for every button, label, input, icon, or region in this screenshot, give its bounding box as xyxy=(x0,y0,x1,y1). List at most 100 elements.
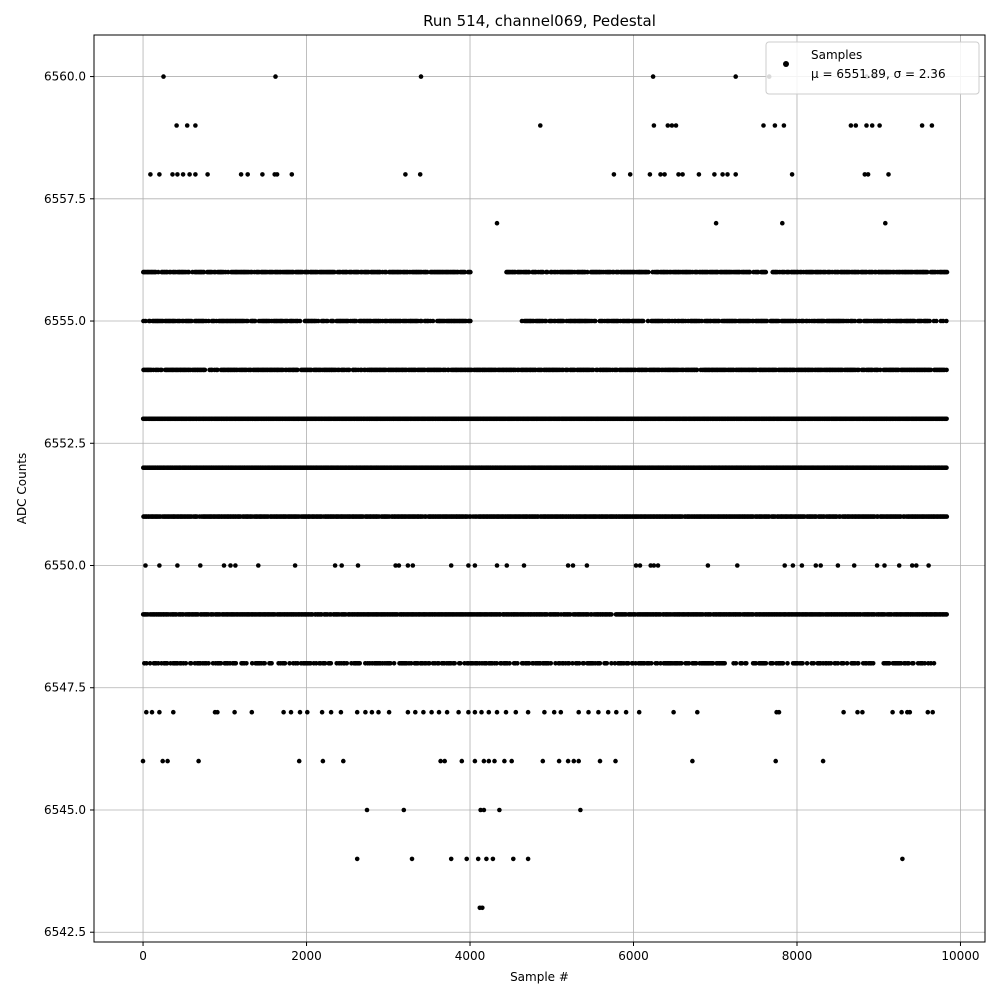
data-point xyxy=(944,417,949,422)
data-point xyxy=(542,710,547,715)
data-point xyxy=(854,123,859,128)
data-point xyxy=(818,563,823,568)
data-point xyxy=(720,172,725,177)
data-point xyxy=(256,563,261,568)
data-point xyxy=(841,710,846,715)
data-point xyxy=(875,563,880,568)
data-point xyxy=(652,563,657,568)
data-point xyxy=(926,563,931,568)
data-point xyxy=(596,710,601,715)
data-point xyxy=(333,563,338,568)
data-point xyxy=(181,172,186,177)
data-point xyxy=(466,563,471,568)
data-point xyxy=(456,710,461,715)
data-point xyxy=(232,710,237,715)
data-point xyxy=(606,710,611,715)
data-point xyxy=(504,710,509,715)
data-point xyxy=(421,710,426,715)
data-point xyxy=(860,710,865,715)
data-point xyxy=(418,172,423,177)
data-point xyxy=(782,123,787,128)
data-point xyxy=(641,319,646,324)
data-point xyxy=(926,710,931,715)
data-point xyxy=(234,661,239,666)
data-point xyxy=(883,221,888,226)
data-point xyxy=(143,563,148,568)
data-point xyxy=(559,710,564,715)
data-point xyxy=(662,172,667,177)
data-point xyxy=(144,710,149,715)
data-point xyxy=(411,563,416,568)
data-point xyxy=(193,172,198,177)
data-point xyxy=(193,123,198,128)
data-point xyxy=(538,123,543,128)
data-point xyxy=(585,563,590,568)
data-point xyxy=(339,710,344,715)
data-point xyxy=(864,123,869,128)
data-point xyxy=(215,710,220,715)
data-point xyxy=(856,661,861,666)
data-point xyxy=(800,661,805,666)
data-point xyxy=(437,710,442,715)
data-point xyxy=(293,563,298,568)
data-point xyxy=(927,319,932,324)
data-point xyxy=(638,563,643,568)
data-point xyxy=(676,172,681,177)
data-point xyxy=(637,710,642,715)
data-point xyxy=(805,661,810,666)
data-point xyxy=(157,563,162,568)
data-point xyxy=(413,710,418,715)
data-point xyxy=(403,172,408,177)
data-point xyxy=(298,319,303,324)
data-point xyxy=(419,74,424,79)
data-point xyxy=(473,563,478,568)
data-point xyxy=(305,710,310,715)
data-point xyxy=(376,710,381,715)
data-point xyxy=(886,172,891,177)
data-point xyxy=(910,563,915,568)
data-point xyxy=(184,661,189,666)
data-point xyxy=(185,123,190,128)
data-point xyxy=(576,710,581,715)
data-point xyxy=(656,563,661,568)
data-point xyxy=(141,759,146,764)
data-point xyxy=(339,563,344,568)
data-point xyxy=(148,172,153,177)
data-point xyxy=(222,563,227,568)
data-point xyxy=(174,123,179,128)
data-point xyxy=(781,661,786,666)
data-point xyxy=(712,172,717,177)
data-point xyxy=(593,319,598,324)
data-point xyxy=(670,123,675,128)
data-point xyxy=(157,172,162,177)
data-point xyxy=(466,710,471,715)
data-point xyxy=(357,661,362,666)
data-point xyxy=(431,319,436,324)
data-point xyxy=(298,710,303,715)
data-point xyxy=(505,563,510,568)
data-point xyxy=(289,710,294,715)
data-point xyxy=(397,563,402,568)
data-point xyxy=(930,123,935,128)
data-point xyxy=(187,172,192,177)
data-point xyxy=(624,710,629,715)
data-point xyxy=(566,563,571,568)
data-point xyxy=(800,563,805,568)
data-point xyxy=(761,123,766,128)
data-point xyxy=(877,123,882,128)
data-point xyxy=(245,172,250,177)
data-point xyxy=(283,661,288,666)
data-point xyxy=(406,710,411,715)
data-point xyxy=(250,710,255,715)
data-point xyxy=(944,612,949,617)
data-point xyxy=(908,710,913,715)
data-point xyxy=(495,710,500,715)
data-point xyxy=(852,563,857,568)
data-point xyxy=(269,661,274,666)
data-point xyxy=(468,270,473,275)
data-point xyxy=(744,661,749,666)
data-point xyxy=(605,661,610,666)
data-point xyxy=(244,661,249,666)
data-point xyxy=(944,368,949,373)
